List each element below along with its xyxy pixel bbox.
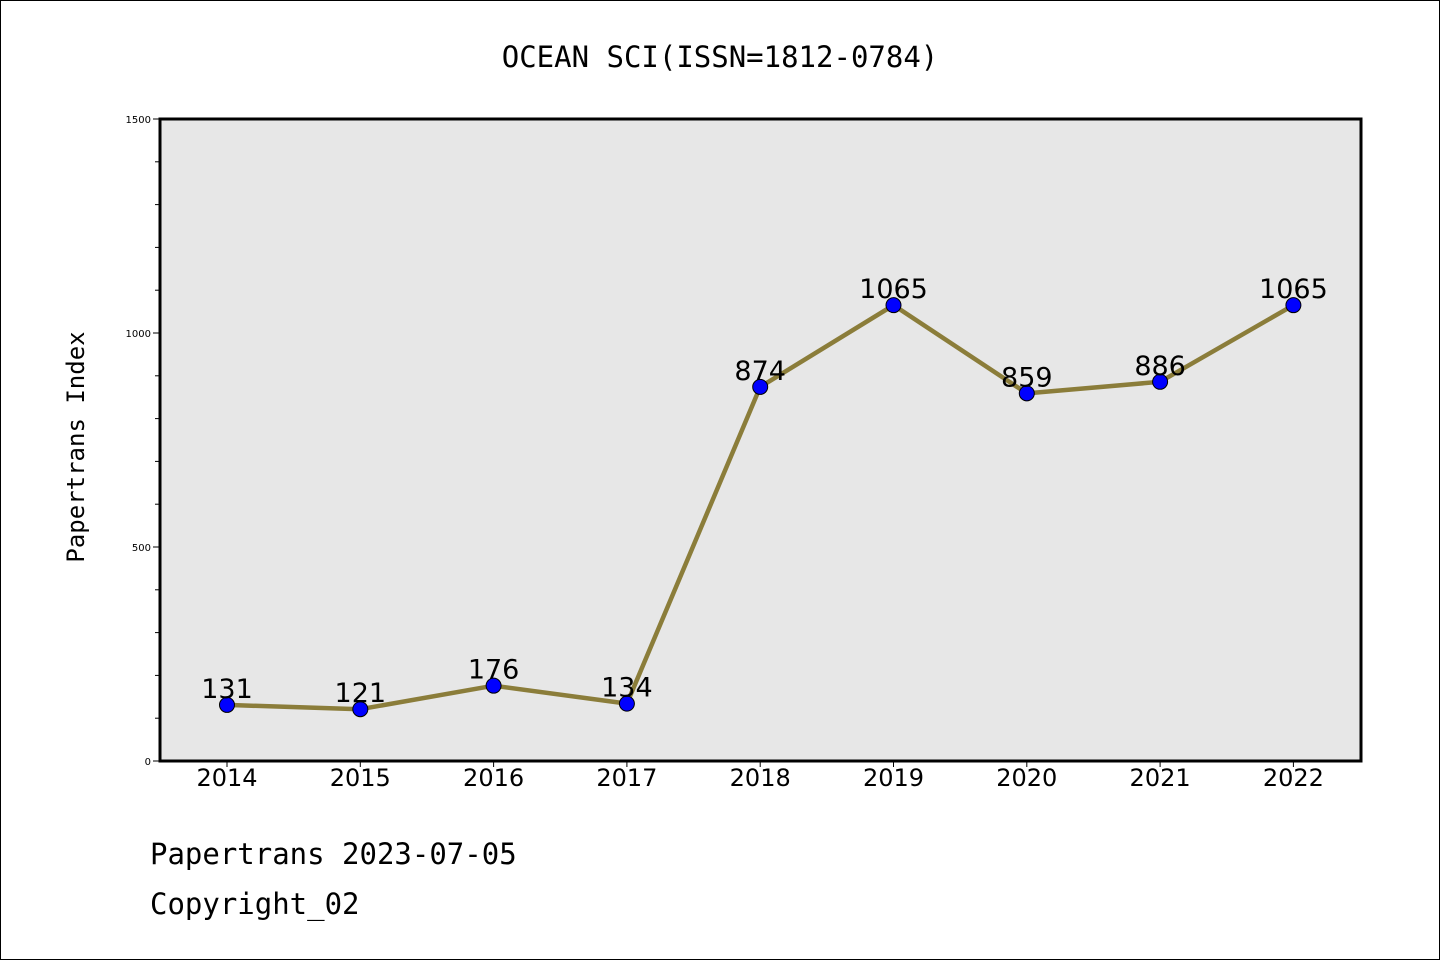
x-axis: 2014 2015 2016 2017 2018 2019 2020 2021 2022 bbox=[196, 761, 1324, 792]
data-label: 134 bbox=[601, 673, 653, 704]
footer-copyright: Copyright_02 bbox=[150, 887, 360, 922]
y-tick-label: 500 bbox=[132, 543, 151, 554]
x-tick-label: 2022 bbox=[1263, 764, 1324, 792]
x-tick-label: 2016 bbox=[463, 764, 524, 792]
data-labels: 131 121 176 134 874 1065 859 886 1065 bbox=[201, 274, 1328, 709]
data-label: 1065 bbox=[1259, 274, 1328, 305]
x-tick-label: 2021 bbox=[1130, 764, 1191, 792]
data-label: 874 bbox=[734, 356, 786, 387]
data-point bbox=[352, 701, 369, 718]
y-tick-label: 0 bbox=[145, 757, 151, 768]
x-tick-label: 2020 bbox=[996, 764, 1057, 792]
x-tick-label: 2018 bbox=[730, 764, 791, 792]
chart-title: OCEAN SCI(ISSN=1812-0784) bbox=[502, 40, 939, 74]
data-point bbox=[1018, 385, 1035, 402]
data-point bbox=[618, 695, 635, 712]
data-point bbox=[885, 297, 902, 314]
data-point bbox=[219, 696, 235, 713]
x-tick-label: 2014 bbox=[196, 764, 257, 792]
series-markers bbox=[219, 297, 1302, 718]
y-tick-label: 1000 bbox=[126, 329, 151, 340]
x-tick-label: 2015 bbox=[330, 764, 391, 792]
footer-source: Papertrans 2023-07-05 bbox=[150, 837, 517, 871]
y-axis-label: Papertrans Index bbox=[62, 331, 90, 562]
x-tick-label: 2017 bbox=[596, 764, 657, 792]
data-point bbox=[485, 677, 502, 694]
data-label: 131 bbox=[201, 674, 253, 705]
y-axis: 0 500 1000 1500 bbox=[126, 115, 160, 768]
data-point bbox=[1152, 373, 1169, 390]
x-tick-label: 2019 bbox=[863, 764, 924, 792]
data-label: 121 bbox=[335, 678, 387, 709]
y-tick-label: 1500 bbox=[126, 115, 151, 126]
data-point bbox=[752, 378, 769, 395]
data-label: 1065 bbox=[859, 274, 928, 305]
data-label: 859 bbox=[1001, 362, 1053, 393]
data-label: 176 bbox=[468, 655, 520, 686]
plot-area bbox=[158, 117, 1363, 763]
data-label: 886 bbox=[1134, 351, 1186, 382]
data-point bbox=[1285, 297, 1302, 314]
